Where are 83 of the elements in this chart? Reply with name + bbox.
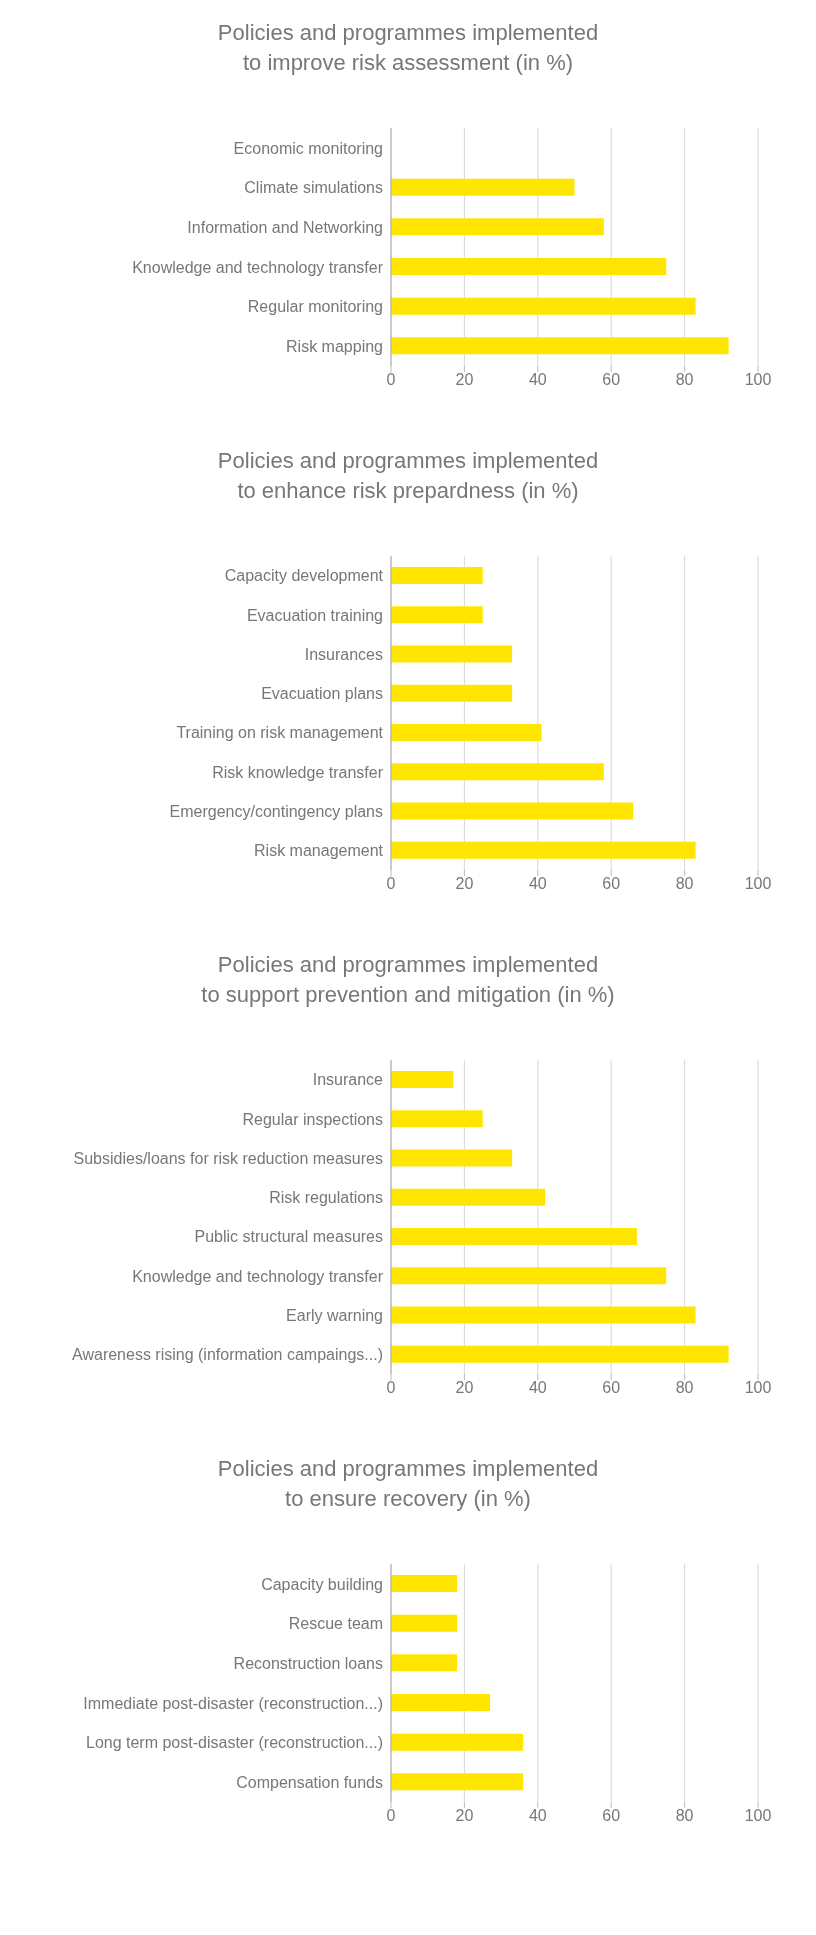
y-tick-label: Information and Networking [187, 218, 383, 236]
bar [391, 1773, 524, 1791]
x-tick-label: 60 [602, 1379, 621, 1397]
x-tick-label: 40 [528, 875, 547, 893]
x-tick-label: 80 [675, 1379, 694, 1397]
y-tick-label: Training on risk management [176, 724, 384, 742]
y-tick-label: Public structural measures [194, 1228, 383, 1246]
y-tick-label: Economic monitoring [233, 139, 383, 157]
y-tick-label: Knowledge and technology transfer [132, 258, 384, 276]
y-tick-label: Regular monitoring [247, 298, 383, 316]
y-tick-label: Long term post-disaster (reconstruction...) [85, 1734, 383, 1752]
y-tick-label: Capacity development [224, 567, 384, 585]
x-tick-label: 40 [528, 1379, 547, 1397]
bar [391, 1110, 483, 1128]
y-tick-label: Compensation funds [236, 1773, 383, 1791]
y-tick-label: Capacity building [261, 1575, 383, 1593]
y-tick-label: Emergency/contingency plans [169, 802, 383, 820]
x-tick-label: 100 [744, 371, 772, 389]
x-tick-label: 100 [744, 1807, 772, 1825]
bar [391, 1733, 524, 1751]
bar [391, 297, 696, 315]
y-tick-label: Awareness rising (information campaings...) [72, 1346, 383, 1364]
x-tick-label: 60 [602, 1807, 621, 1825]
y-tick-label: Immediate post-disaster (reconstruction...) [83, 1694, 383, 1712]
x-tick-label: 20 [455, 1379, 474, 1397]
x-tick-label: 60 [602, 371, 621, 389]
y-tick-label: Insurances [304, 645, 383, 663]
x-tick-label: 100 [744, 1379, 772, 1397]
bar [391, 606, 483, 624]
bar [391, 1188, 546, 1206]
bar [391, 1267, 667, 1285]
bar [391, 841, 696, 859]
y-tick-label: Regular inspections [242, 1110, 383, 1128]
x-tick-label: 20 [455, 371, 474, 389]
bar [391, 337, 729, 355]
bar [391, 218, 604, 236]
bar [391, 1654, 458, 1672]
bar [391, 684, 513, 702]
y-tick-label: Risk regulations [269, 1189, 383, 1207]
bar [391, 802, 634, 820]
chart-title: Policies and programmes implemented to support prevention and mitigation (in %) [200, 951, 616, 1009]
y-tick-label: Climate simulations [244, 179, 383, 197]
x-tick-label: 0 [386, 875, 396, 893]
bar [391, 645, 513, 663]
y-tick-label: Reconstruction loans [233, 1654, 383, 1672]
x-tick-label: 0 [386, 1807, 396, 1825]
y-tick-label: Risk knowledge transfer [212, 763, 384, 781]
bar [391, 1345, 729, 1363]
bar [391, 258, 667, 275]
bar [391, 178, 575, 196]
y-tick-label: Rescue team [288, 1615, 383, 1633]
x-tick-label: 80 [675, 371, 694, 389]
bar [391, 724, 542, 741]
y-tick-label: Early warning [286, 1306, 383, 1324]
x-tick-label: 80 [675, 1807, 694, 1825]
bar [391, 1306, 696, 1324]
bar [391, 1575, 458, 1592]
bar [391, 1614, 458, 1632]
chart-title: Policies and programmes implemented to ensure recovery (in %) [216, 1455, 600, 1513]
x-tick-label: 60 [602, 875, 621, 893]
x-tick-label: 20 [455, 1807, 474, 1825]
bar [391, 1694, 491, 1711]
x-tick-label: 40 [528, 371, 547, 389]
y-tick-label: Insurance [312, 1071, 384, 1089]
bar [391, 763, 604, 781]
x-tick-label: 80 [675, 875, 694, 893]
chart-title: Policies and programmes implemented to enhance risk prepardness (in %) [216, 447, 600, 505]
y-tick-label: Risk management [254, 842, 384, 860]
x-tick-label: 40 [528, 1807, 547, 1825]
x-tick-label: 0 [386, 371, 396, 389]
bar [391, 1071, 454, 1088]
bar [391, 1228, 637, 1245]
y-tick-label: Risk mapping [286, 337, 383, 355]
y-tick-label: Evacuation plans [261, 685, 383, 703]
x-tick-label: 100 [744, 875, 772, 893]
y-tick-label: Evacuation training [246, 606, 383, 624]
bar [391, 1149, 513, 1167]
x-tick-label: 20 [455, 875, 474, 893]
x-tick-label: 0 [386, 1379, 396, 1397]
y-tick-label: Subsidies/loans for risk reduction measures [73, 1149, 383, 1167]
y-tick-label: Knowledge and technology transfer [132, 1267, 384, 1285]
chart-title: Policies and programmes implemented to improve risk assessment (in %) [216, 19, 600, 77]
bar [391, 567, 483, 584]
